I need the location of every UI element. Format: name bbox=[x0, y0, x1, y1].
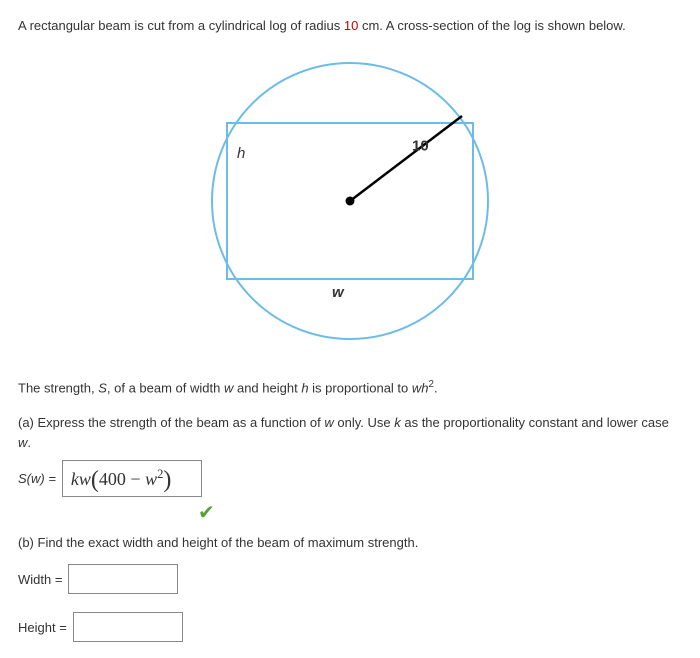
sw-label: S(w) = bbox=[18, 471, 56, 486]
svg-text:w: w bbox=[332, 284, 345, 301]
part-a-answer-row: S(w) = kw(400 − w2) bbox=[18, 460, 682, 497]
part-a-prompt: (a) Express the strength of the beam as … bbox=[18, 413, 682, 455]
diagram-container: 10 h w bbox=[18, 46, 682, 359]
width-label: Width = bbox=[18, 572, 62, 587]
part-b-prompt: (b) Find the exact width and height of t… bbox=[18, 533, 682, 554]
intro-pre: A rectangular beam is cut from a cylindr… bbox=[18, 18, 344, 33]
svg-text:10: 10 bbox=[412, 137, 429, 154]
sw-answer-input[interactable]: kw(400 − w2) bbox=[62, 460, 202, 497]
strength-definition: The strength, S, of a beam of width w an… bbox=[18, 377, 682, 399]
intro-post: cm. A cross-section of the log is shown … bbox=[358, 18, 625, 33]
height-answer-input[interactable] bbox=[73, 612, 183, 642]
checkmark-icon: ✔ bbox=[198, 503, 215, 523]
height-answer-row: Height = bbox=[18, 612, 682, 642]
svg-text:h: h bbox=[237, 145, 245, 162]
log-cross-section-diagram: 10 h w bbox=[180, 46, 520, 356]
height-label: Height = bbox=[18, 620, 67, 635]
problem-intro: A rectangular beam is cut from a cylindr… bbox=[18, 16, 682, 36]
width-answer-row: Width = bbox=[18, 564, 682, 594]
radius-value: 10 bbox=[344, 18, 358, 33]
width-answer-input[interactable] bbox=[68, 564, 178, 594]
